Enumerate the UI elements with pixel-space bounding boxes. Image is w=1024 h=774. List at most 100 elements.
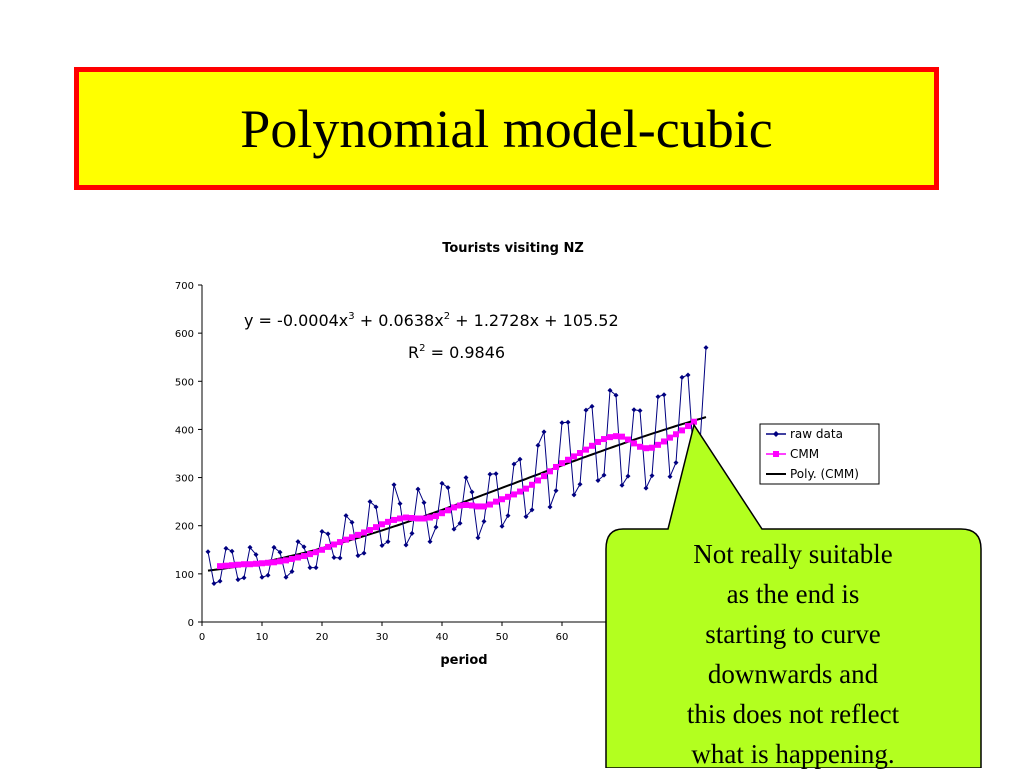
cmm-point	[349, 534, 355, 541]
x-tick-label: 20	[316, 632, 329, 643]
cmm-point	[235, 561, 241, 568]
raw-data-point	[541, 429, 547, 435]
cmm-point	[229, 562, 235, 569]
legend-cmm-label: CMM	[790, 447, 819, 461]
raw-data-point	[553, 488, 559, 494]
raw-data-point	[295, 539, 301, 545]
cmm-point	[577, 450, 583, 457]
callout-line: downwards and	[707, 659, 879, 689]
cmm-point	[295, 554, 301, 561]
raw-data-point	[457, 520, 463, 526]
cmm-point	[271, 559, 277, 566]
cmm-point	[319, 546, 325, 553]
cmm-point	[595, 438, 601, 445]
cmm-point	[589, 442, 595, 449]
cmm-point	[379, 521, 385, 528]
raw-data-point	[229, 548, 235, 554]
raw-data-series	[205, 345, 709, 586]
raw-data-point	[673, 460, 679, 466]
cmm-point	[301, 553, 307, 560]
cmm-point	[277, 558, 283, 565]
raw-data-point	[451, 526, 457, 532]
raw-data-point	[667, 474, 673, 480]
cmm-point	[673, 431, 679, 438]
raw-data-point	[589, 403, 595, 409]
raw-data-point	[313, 565, 319, 571]
r-squared: R2 = 0.9846	[408, 343, 505, 362]
raw-data-point	[613, 392, 619, 398]
cmm-point	[247, 561, 253, 568]
raw-data-point	[373, 504, 379, 510]
cmm-point	[439, 510, 445, 517]
cmm-point	[619, 433, 625, 440]
raw-data-point	[319, 528, 325, 534]
cmm-point	[427, 514, 433, 521]
legend-poly-label: Poly. (CMM)	[790, 467, 859, 481]
raw-data-point	[433, 524, 439, 530]
y-tick-label: 0	[188, 618, 194, 629]
raw-data-point	[505, 513, 511, 519]
cmm-point	[313, 549, 319, 556]
raw-data-point	[277, 549, 283, 555]
cmm-point	[265, 559, 271, 566]
raw-data-point	[355, 553, 361, 559]
raw-data-point	[217, 578, 223, 584]
legend: raw data CMM Poly. (CMM)	[759, 423, 880, 485]
cmm-point	[661, 438, 667, 445]
cmm-point	[331, 541, 337, 548]
raw-data-point	[469, 489, 475, 495]
raw-data-point	[307, 565, 313, 571]
raw-data-point	[625, 473, 631, 479]
raw-data-point	[325, 531, 331, 537]
cmm-point	[289, 555, 295, 562]
y-tick-label: 500	[175, 377, 194, 388]
cmm-point	[385, 518, 391, 525]
x-tick-label: 30	[376, 632, 389, 643]
raw-data-point	[655, 394, 661, 400]
cmm-point	[625, 436, 631, 443]
raw-data-point	[235, 577, 241, 583]
callout-line: what is happening.	[691, 739, 895, 769]
slide-title-box: Polynomial model-cubic	[74, 67, 939, 190]
raw-data-point	[619, 482, 625, 488]
raw-data-point	[475, 535, 481, 541]
cmm-point	[475, 503, 481, 510]
raw-data-point	[493, 471, 499, 477]
cmm-point	[691, 418, 697, 425]
cmm-point	[565, 456, 571, 463]
cmm-point	[241, 561, 247, 568]
raw-data-point	[481, 518, 487, 524]
raw-data-point	[559, 420, 565, 426]
raw-data-point	[637, 408, 643, 414]
cmm-point	[529, 481, 535, 488]
raw-data-point	[511, 461, 517, 467]
cmm-point	[637, 443, 643, 450]
cmm-point	[547, 468, 553, 475]
raw-data-point	[463, 475, 469, 481]
raw-data-point	[265, 572, 271, 578]
cmm-point	[409, 515, 415, 522]
cmm-point	[355, 531, 361, 538]
raw-data-point	[595, 477, 601, 483]
raw-data-point	[535, 442, 541, 448]
cmm-point	[649, 444, 655, 451]
slide-title: Polynomial model-cubic	[240, 98, 773, 159]
raw-data-point	[703, 345, 709, 351]
cmm-point	[373, 524, 379, 531]
raw-data-point	[439, 480, 445, 486]
raw-data-point	[385, 539, 391, 545]
callout-line: starting to curve	[705, 619, 881, 649]
cmm-point	[553, 463, 559, 470]
raw-data-point	[601, 472, 607, 478]
legend-cmm-marker	[773, 451, 779, 457]
raw-data-point	[421, 500, 427, 506]
cmm-point	[607, 434, 613, 441]
cmm-point	[307, 551, 313, 558]
cmm-point	[613, 433, 619, 440]
y-tick-label: 200	[175, 522, 194, 533]
cmm-point	[481, 503, 487, 510]
raw-data-point	[607, 387, 613, 393]
raw-data-point	[445, 485, 451, 491]
callout-line: this does not reflect	[686, 699, 900, 729]
